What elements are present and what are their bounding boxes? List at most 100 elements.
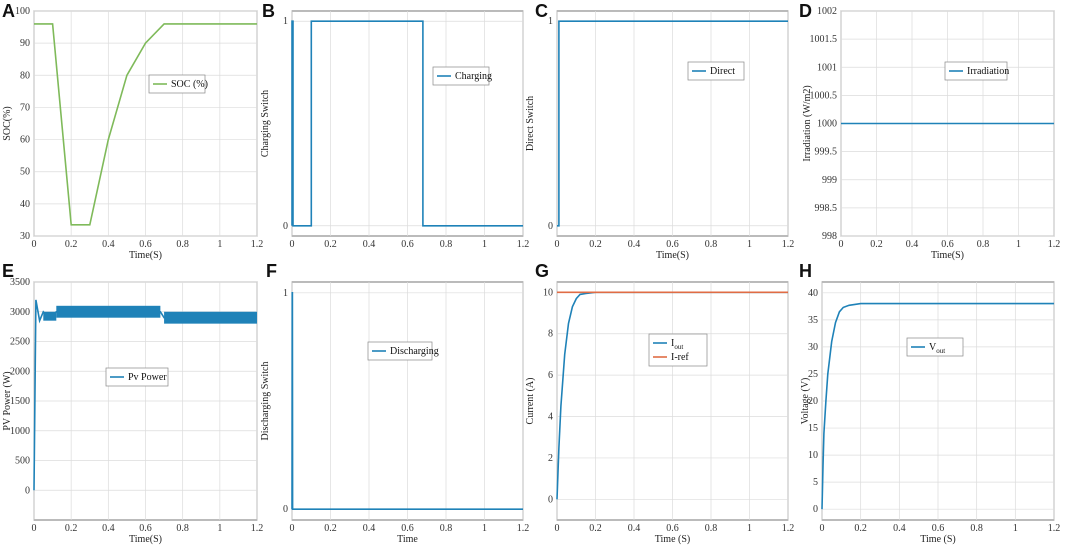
y-axis-label: Discharging Switch (260, 362, 271, 441)
legend-entry: Irradiation (967, 66, 1009, 77)
series-line-charging (291, 20, 523, 227)
legend: Direct (687, 61, 745, 81)
x-tick-label: 1.2 (517, 523, 530, 534)
x-tick-label: 0.6 (139, 239, 152, 250)
y-axis-label: Charging Switch (260, 90, 271, 157)
x-tick-label: 0.8 (705, 239, 718, 250)
x-tick-label: 0.2 (324, 523, 337, 534)
y-tick-label: 25 (808, 369, 818, 380)
y-tick-label: 30 (808, 342, 818, 353)
x-tick-label: 1 (217, 239, 222, 250)
y-tick-label: 3000 (10, 307, 30, 318)
x-axis-label: Time (S) (920, 534, 955, 545)
x-axis-label: Time(S) (656, 250, 689, 261)
x-tick-label: 0 (555, 239, 560, 250)
series-line-discharging (291, 291, 523, 511)
x-tick-label: 0.8 (705, 523, 718, 534)
x-tick-label: 0.4 (363, 239, 376, 250)
x-axis-label: Time (S) (655, 534, 690, 545)
legend: Irradiation (944, 61, 1009, 81)
y-tick-label: 2 (548, 453, 553, 464)
x-tick-label: 0.2 (65, 523, 78, 534)
y-axis-label: PV Power (W) (2, 371, 13, 430)
legend-label: Direct (710, 66, 735, 77)
y-tick-label: 0 (283, 504, 288, 515)
y-tick-label: 50 (20, 167, 30, 178)
legend-box (148, 74, 206, 94)
y-tick-label: 1000 (817, 119, 837, 130)
y-tick-label: 1 (283, 288, 288, 299)
x-tick-label: 1.2 (782, 239, 795, 250)
y-tick-label: 0 (813, 504, 818, 515)
legend-entry: Charging (455, 71, 492, 82)
y-tick-label: 0 (283, 221, 288, 232)
x-tick-label: 1.2 (1048, 523, 1061, 534)
legend-label: Pv Power (128, 372, 167, 383)
y-tick-label: 998.5 (815, 203, 838, 214)
legend-label: Irradiation (967, 66, 1009, 77)
x-tick-label: 1.2 (782, 523, 795, 534)
y-tick-label: 0 (548, 494, 553, 505)
series-line-v (821, 302, 1054, 510)
y-tick-label: 1000.5 (810, 90, 838, 101)
y-tick-label: 6 (548, 370, 553, 381)
x-tick-label: 0.2 (854, 523, 867, 534)
legend-label: Charging (455, 71, 492, 82)
x-tick-label: 1.2 (517, 239, 530, 250)
y-tick-label: 999.5 (815, 147, 838, 158)
y-axis-label: Direct Switch (525, 96, 536, 151)
x-tick-label: 1 (747, 523, 752, 534)
panel-letter: D (799, 1, 812, 21)
y-tick-label: 1000 (10, 426, 30, 437)
y-tick-label: 4 (548, 412, 553, 423)
chart-panel-h: H 0 0.2 0.4 0.6 0.8 1 1.2 0 5 10 15 20 25 30 35 40 Time (… (799, 261, 1060, 545)
x-tick-label: 0.2 (65, 239, 78, 250)
x-tick-label: 0.8 (440, 239, 453, 250)
legend-box (105, 367, 169, 387)
x-tick-label: 0.6 (941, 239, 954, 250)
x-tick-label: 1.2 (251, 523, 264, 534)
x-tick-label: 1 (482, 239, 487, 250)
y-tick-label: 8 (548, 329, 553, 340)
y-tick-label: 40 (808, 288, 818, 299)
panel-letter: A (2, 1, 15, 21)
legend: Discharging (367, 341, 439, 361)
legend-entry: Discharging (390, 346, 439, 357)
y-axis-label: SOC(%) (2, 106, 13, 140)
y-tick-label: 1 (548, 16, 553, 27)
x-tick-label: 1.2 (251, 239, 264, 250)
y-tick-label: 1002 (817, 6, 837, 17)
x-tick-label: 0.4 (893, 523, 906, 534)
panel-letter: E (2, 261, 14, 281)
x-tick-label: 0.6 (401, 239, 414, 250)
legend-label: Discharging (390, 346, 439, 357)
x-axis-label: Time (397, 534, 418, 545)
legend-box (944, 61, 1008, 81)
legend-label: SOC (%) (171, 79, 208, 90)
x-tick-label: 0.6 (401, 523, 414, 534)
x-tick-label: 0.8 (970, 523, 983, 534)
x-tick-label: 0 (32, 239, 37, 250)
y-tick-label: 1 (283, 16, 288, 27)
y-tick-label: 20 (808, 396, 818, 407)
legend-box (432, 66, 490, 86)
x-tick-label: 1 (747, 239, 752, 250)
chart-panel-g: G 0 0.2 0.4 0.6 0.8 1 1.2 0 2 4 6 8 10 Time (S) Current… (525, 261, 794, 545)
y-tick-label: 3500 (10, 277, 30, 288)
y-tick-label: 80 (20, 70, 30, 81)
x-tick-label: 0 (290, 523, 295, 534)
y-tick-label: 10 (543, 287, 553, 298)
oscillation-band (164, 311, 257, 324)
x-tick-label: 0.6 (932, 523, 945, 534)
y-tick-label: 1001.5 (810, 34, 838, 45)
x-tick-label: 0.2 (324, 239, 337, 250)
panel-letter: C (535, 1, 548, 21)
series-line-soc- (34, 23, 257, 226)
y-axis-label: Current (A) (525, 378, 536, 425)
y-tick-label: 10 (808, 450, 818, 461)
x-axis-label: Time(S) (129, 250, 162, 261)
x-tick-label: 0.4 (906, 239, 919, 250)
x-tick-label: 0.4 (102, 523, 115, 534)
chart-panel-f: F 0 0.2 0.4 0.6 0.8 1 1.2 0 1 Time Discharging Swit… (260, 261, 529, 545)
panel-letter: F (266, 261, 277, 281)
